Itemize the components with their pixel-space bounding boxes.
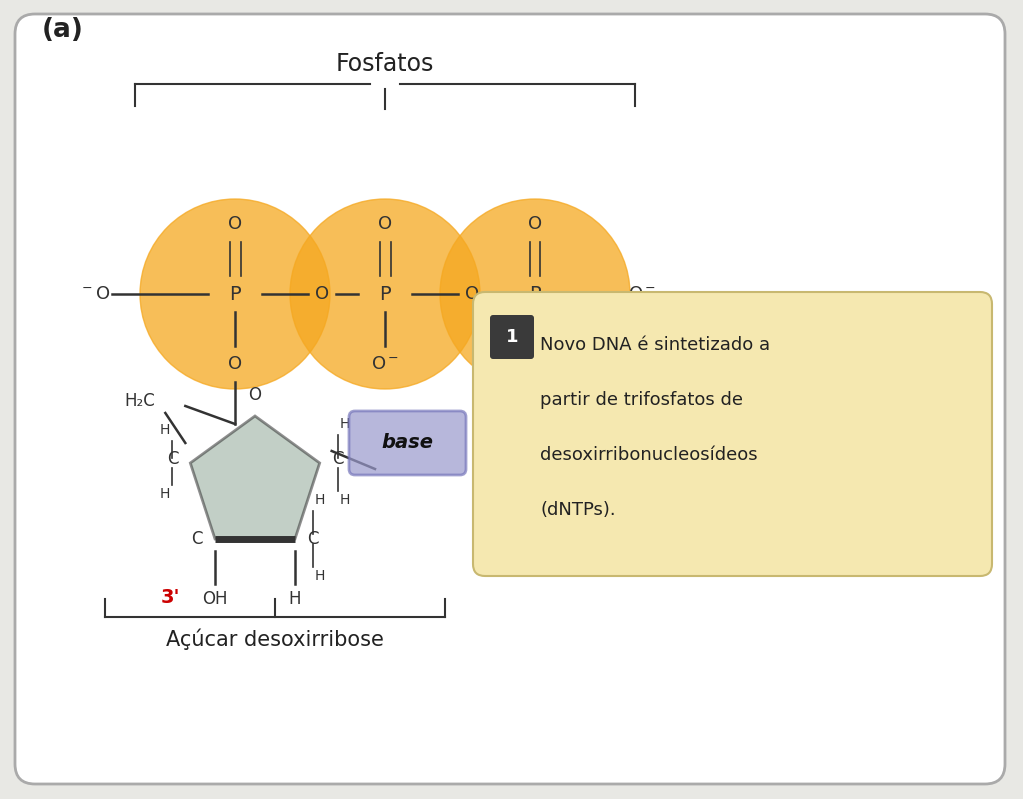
Text: $^-$O: $^-$O: [80, 285, 110, 303]
Text: O$^-$: O$^-$: [371, 355, 399, 373]
Circle shape: [290, 199, 480, 389]
Text: Fosfatos: Fosfatos: [336, 52, 434, 76]
Text: O: O: [464, 285, 479, 303]
FancyBboxPatch shape: [15, 14, 1005, 784]
Text: H: H: [160, 423, 170, 437]
Text: H: H: [288, 590, 301, 608]
Text: partir de trifosfatos de: partir de trifosfatos de: [540, 391, 743, 409]
Text: C: C: [331, 450, 343, 468]
Text: O: O: [315, 285, 329, 303]
Text: H: H: [315, 569, 325, 583]
FancyBboxPatch shape: [349, 411, 466, 475]
Text: H: H: [160, 487, 170, 501]
Text: H: H: [315, 493, 325, 507]
Text: OH: OH: [203, 590, 228, 608]
Text: P: P: [229, 284, 240, 304]
Text: O: O: [377, 215, 392, 233]
FancyBboxPatch shape: [473, 292, 992, 576]
Text: O: O: [249, 386, 262, 404]
Text: P: P: [380, 284, 391, 304]
Text: base: base: [382, 434, 434, 452]
Text: P: P: [529, 284, 541, 304]
Text: O: O: [228, 355, 242, 373]
Circle shape: [440, 199, 630, 389]
Text: H: H: [340, 493, 350, 507]
Text: O$^-$: O$^-$: [521, 355, 549, 373]
Text: H₂C: H₂C: [125, 392, 155, 410]
Text: C: C: [191, 530, 203, 548]
Polygon shape: [190, 416, 319, 539]
Text: C: C: [167, 450, 178, 468]
Text: O: O: [228, 215, 242, 233]
Text: O$^-$: O$^-$: [628, 285, 656, 303]
Circle shape: [140, 199, 330, 389]
Text: (dNTPs).: (dNTPs).: [540, 501, 616, 519]
Text: Açúcar desoxirribose: Açúcar desoxirribose: [166, 629, 384, 650]
Text: Novo DNA é sintetizado a: Novo DNA é sintetizado a: [540, 336, 770, 354]
Text: 1: 1: [505, 328, 519, 346]
FancyBboxPatch shape: [490, 315, 534, 359]
Text: desoxirribonucleosídeos: desoxirribonucleosídeos: [540, 446, 758, 464]
Text: H: H: [340, 417, 350, 431]
Text: 3': 3': [161, 587, 180, 606]
Text: (a): (a): [42, 17, 84, 43]
Text: O: O: [528, 215, 542, 233]
Text: C: C: [307, 530, 318, 548]
